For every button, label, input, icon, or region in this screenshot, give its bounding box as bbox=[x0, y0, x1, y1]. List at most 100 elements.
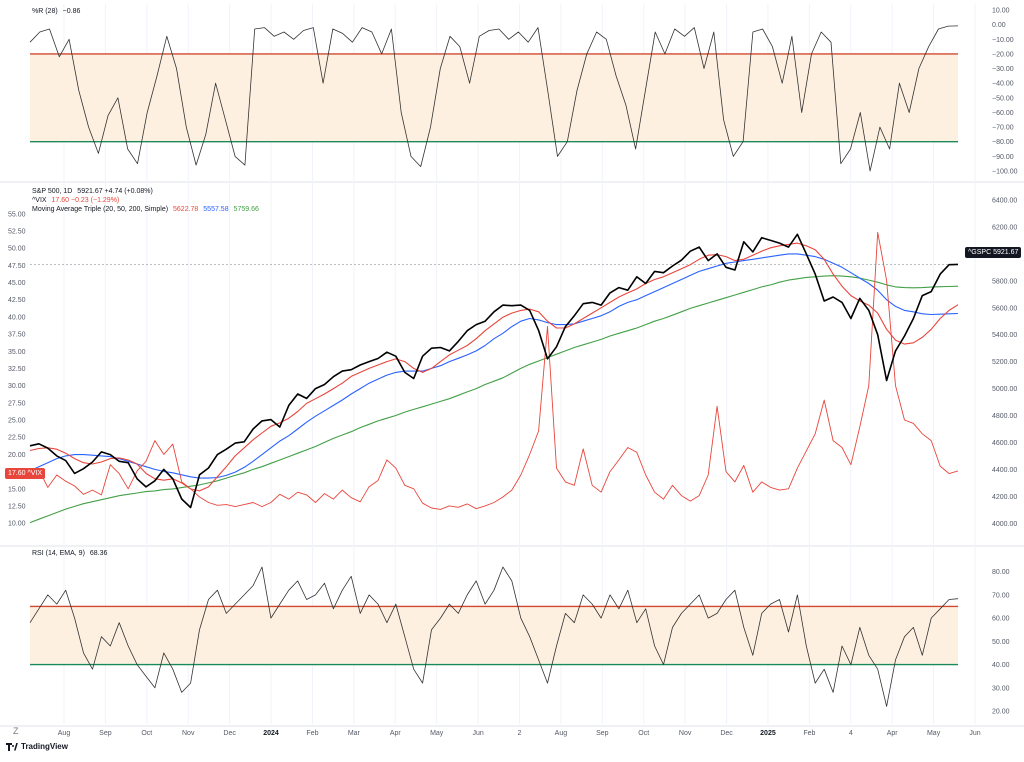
brand-name: TradingView bbox=[21, 742, 68, 751]
price-y-tick-label: 4800.00 bbox=[992, 413, 1017, 420]
rsi-y-tick-label: 60.00 bbox=[992, 616, 1010, 623]
legend-vix-name: ^VIX bbox=[32, 197, 47, 204]
vix-y-tick-label: 32.50 bbox=[8, 366, 26, 373]
x-axis-tick-label: Oct bbox=[141, 730, 152, 737]
x-axis-tick-label: Apr bbox=[887, 730, 899, 737]
price-y-tick-label: 4000.00 bbox=[992, 521, 1017, 528]
wr-y-tick-label: 0.00 bbox=[992, 22, 1006, 29]
x-axis-tick-label: Feb bbox=[306, 730, 318, 737]
x-axis-tick-label: Apr bbox=[390, 730, 402, 737]
legend-ma20-value: 5622.78 bbox=[173, 206, 199, 213]
price-y-tick-label: 4200.00 bbox=[992, 494, 1017, 501]
x-axis-tick-label: Nov bbox=[182, 730, 195, 737]
x-axis-tick-label: Sep bbox=[99, 730, 112, 737]
rsi-legend[interactable]: RSI (14, EMA, 9) 68.36 bbox=[32, 549, 110, 558]
x-axis-tick-label: May bbox=[927, 730, 941, 737]
wr-legend-value: −0.86 bbox=[62, 8, 81, 15]
price-y-tick-label: 5200.00 bbox=[992, 359, 1017, 366]
vix-y-tick-label: 37.50 bbox=[8, 332, 26, 339]
vix-y-tick-label: 20.00 bbox=[8, 452, 26, 459]
main-legend[interactable]: S&P 500, 1D 5921.67 +4.74 (+0.08%) ^VIX … bbox=[32, 187, 262, 214]
series-line-ma-200 bbox=[29, 275, 959, 524]
tradingview-branding: TradingView bbox=[6, 742, 68, 751]
wr-y-tick-label: −100.00 bbox=[992, 169, 1018, 176]
vix-label-symbol: ^VIX bbox=[27, 470, 43, 477]
x-axis-tick-label: Aug bbox=[555, 730, 568, 737]
vix-y-tick-label: 15.00 bbox=[8, 486, 26, 493]
vix-y-tick-label: 35.00 bbox=[8, 349, 26, 356]
rsi-legend-value: 68.36 bbox=[89, 550, 108, 557]
x-axis-tick-label: Feb bbox=[803, 730, 815, 737]
wr-y-tick-label: −70.00 bbox=[992, 125, 1014, 132]
vix-y-tick-label: 25.00 bbox=[8, 418, 26, 425]
x-axis-tick-label: Nov bbox=[679, 730, 692, 737]
series-line-ma-50 bbox=[29, 253, 959, 479]
tradingview-logo-icon bbox=[6, 742, 18, 751]
wr-y-tick-label: −60.00 bbox=[992, 110, 1014, 117]
price-label-value: 5921.67 bbox=[993, 249, 1019, 256]
vix-y-tick-label: 10.00 bbox=[8, 521, 26, 528]
vix-y-tick-label: 22.50 bbox=[8, 435, 26, 442]
legend-spx-values: 5921.67 +4.74 (+0.08%) bbox=[77, 188, 153, 195]
price-y-tick-label: 5000.00 bbox=[992, 386, 1017, 393]
rsi-y-tick-label: 40.00 bbox=[992, 662, 1010, 669]
vix-y-tick-label: 42.50 bbox=[8, 297, 26, 304]
wr-y-tick-label: −20.00 bbox=[992, 51, 1014, 58]
x-axis-tick-label: Aug bbox=[58, 730, 71, 737]
legend-row-spx: S&P 500, 1D 5921.67 +4.74 (+0.08%) bbox=[32, 187, 262, 196]
wr-y-tick-label: −80.00 bbox=[992, 139, 1014, 146]
wr-legend[interactable]: %R (28) −0.86 bbox=[32, 7, 83, 16]
vix-y-tick-label: 55.00 bbox=[8, 211, 26, 218]
rsi-y-tick-label: 80.00 bbox=[992, 569, 1010, 576]
price-y-tick-label: 4400.00 bbox=[992, 467, 1017, 474]
rsi-band-fill bbox=[30, 606, 958, 665]
vix-y-tick-label: 30.00 bbox=[8, 383, 26, 390]
vix-y-tick-label: 52.50 bbox=[8, 228, 26, 235]
vix-y-tick-label: 50.00 bbox=[8, 246, 26, 253]
series-line--vix bbox=[29, 231, 959, 510]
x-axis-tick-label: 2024 bbox=[263, 730, 279, 737]
x-axis-tick-label: May bbox=[430, 730, 444, 737]
rsi-y-tick-label: 20.00 bbox=[992, 709, 1010, 716]
legend-ma200-value: 5759.66 bbox=[233, 206, 259, 213]
wr-y-tick-label: −40.00 bbox=[992, 81, 1014, 88]
price-y-tick-label: 6200.00 bbox=[992, 224, 1017, 231]
price-y-tick-label: 6400.00 bbox=[992, 198, 1017, 205]
legend-row-vix: ^VIX 17.60 −0.23 (−1.29%) bbox=[32, 196, 262, 205]
series-line-s-p-500 bbox=[29, 233, 959, 509]
x-axis-tick-label: 2 bbox=[518, 730, 522, 737]
x-axis-tick-label: Mar bbox=[348, 730, 361, 737]
rsi-y-tick-label: 30.00 bbox=[992, 685, 1010, 692]
timezone-settings-icon[interactable]: Z bbox=[13, 726, 19, 736]
vix-y-tick-label: 40.00 bbox=[8, 314, 26, 321]
series-line-ma-20 bbox=[29, 242, 959, 492]
wr-series-line bbox=[29, 25, 959, 172]
x-axis-tick-label: 4 bbox=[849, 730, 853, 737]
legend-spx-name: S&P 500, 1D bbox=[32, 188, 73, 195]
wr-y-tick-label: −90.00 bbox=[992, 154, 1014, 161]
price-label-gspc: ^GSPC 5921.67 bbox=[965, 247, 1022, 258]
x-axis-tick-label: Oct bbox=[638, 730, 649, 737]
legend-vix-values: 17.60 −0.23 (−1.29%) bbox=[51, 197, 120, 204]
wr-y-tick-label: −50.00 bbox=[992, 95, 1014, 102]
legend-ma-name: Moving Average Triple (20, 50, 200, Simp… bbox=[32, 206, 169, 213]
x-axis-tick-label: Dec bbox=[223, 730, 236, 737]
wr-y-tick-label: −30.00 bbox=[992, 66, 1014, 73]
wr-y-tick-label: 10.00 bbox=[992, 8, 1010, 15]
vix-label-value: 17.60 bbox=[8, 470, 26, 477]
price-y-tick-label: 5800.00 bbox=[992, 278, 1017, 285]
price-label-symbol: ^GSPC bbox=[968, 249, 992, 256]
legend-row-ma: Moving Average Triple (20, 50, 200, Simp… bbox=[32, 205, 262, 214]
wr-y-tick-label: −10.00 bbox=[992, 37, 1014, 44]
price-y-tick-label: 5400.00 bbox=[992, 332, 1017, 339]
vix-y-tick-label: 45.00 bbox=[8, 280, 26, 287]
price-label-vix: 17.60 ^VIX bbox=[5, 468, 46, 479]
wr-legend-title: %R (28) bbox=[32, 8, 58, 15]
legend-ma50-value: 5557.58 bbox=[203, 206, 229, 213]
x-axis-tick-label: Dec bbox=[720, 730, 733, 737]
price-y-tick-label: 4600.00 bbox=[992, 440, 1017, 447]
price-y-tick-label: 5600.00 bbox=[992, 305, 1017, 312]
vix-y-tick-label: 12.50 bbox=[8, 503, 26, 510]
